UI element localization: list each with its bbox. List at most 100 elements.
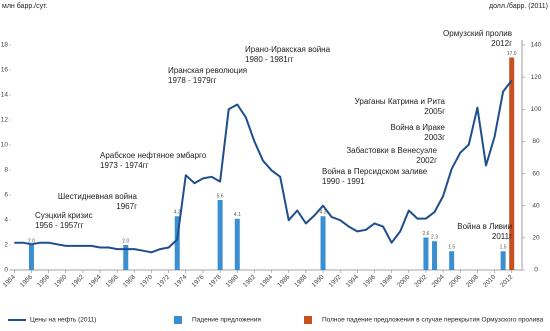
y-axis-title: млн барр./сут. xyxy=(2,2,48,10)
y-tick-label: 0 xyxy=(4,267,8,274)
legend-label: Цены на нефть (2011) xyxy=(30,317,96,324)
price-line xyxy=(14,79,513,254)
annotation: Арабское нефтяное эмбарго xyxy=(100,151,207,160)
value-label: 4.3 xyxy=(174,210,181,216)
bar xyxy=(174,216,180,270)
x-tick-label: 2012 xyxy=(499,273,514,288)
annotation: Ормузский пролив xyxy=(443,29,512,38)
y2-tick-label: 60 xyxy=(532,170,540,177)
annotation: Ураганы Катрина и Рита xyxy=(355,97,446,106)
annotation: Война в Ливии xyxy=(457,222,512,231)
legend-label: Полное падение предложения в случае пере… xyxy=(322,317,544,324)
annotation: Ирано-Иракская война xyxy=(245,45,331,54)
value-label: 2.0 xyxy=(28,238,35,244)
y-tick-label: 10 xyxy=(1,142,9,149)
annotation: Шестидневная война xyxy=(58,192,138,201)
bar xyxy=(320,216,326,270)
x-tick-label: 1984 xyxy=(259,273,274,288)
x-tick-label: 1974 xyxy=(173,273,188,288)
value-label: 2.0 xyxy=(122,238,129,244)
x-tick-label: 2002 xyxy=(413,273,428,288)
annotation: 2011г xyxy=(492,232,512,241)
x-tick-label: 1962 xyxy=(70,273,85,288)
bar xyxy=(509,57,515,270)
value-label: 5.6 xyxy=(217,193,224,199)
annotation: Суэцкий кризис xyxy=(35,211,93,220)
x-tick-label: 2010 xyxy=(482,273,497,288)
x-tick-label: 1968 xyxy=(122,273,137,288)
x-tick-label: 2008 xyxy=(465,273,480,288)
bar xyxy=(234,218,240,270)
x-tick-label: 1954 xyxy=(2,273,17,288)
annotation: 2003г xyxy=(424,133,445,142)
value-label: 1.5 xyxy=(500,245,507,251)
annotation: 2005г xyxy=(424,107,445,116)
annotation: 1990 - 1991 xyxy=(322,177,365,186)
bar xyxy=(449,251,455,270)
y-tick-label: 8 xyxy=(4,167,8,174)
y-tick-label: 4 xyxy=(4,217,8,224)
value-label: 2.3 xyxy=(431,235,438,241)
legend-label: Падение предложения xyxy=(192,317,261,324)
bar xyxy=(28,245,34,270)
x-tick-label: 2006 xyxy=(448,273,463,288)
y2-tick-label: 20 xyxy=(532,235,540,242)
x-tick-label: 1956 xyxy=(19,273,34,288)
value-label: 2.6 xyxy=(422,231,429,237)
x-tick-label: 1982 xyxy=(242,273,257,288)
bar xyxy=(500,251,506,270)
x-tick-label: 1972 xyxy=(156,273,171,288)
bar xyxy=(123,245,129,270)
annotation: 2012г xyxy=(491,39,512,48)
y2-axis-title: долл./барр. (2011) xyxy=(489,2,548,10)
y-tick-label: 14 xyxy=(1,92,9,99)
annotation: Война в Персидском заливе xyxy=(322,167,428,176)
value-label: 4.3 xyxy=(320,210,327,216)
x-tick-label: 1960 xyxy=(53,273,68,288)
x-tick-label: 1966 xyxy=(105,273,120,288)
x-tick-label: 1970 xyxy=(139,273,154,288)
value-label: 4.1 xyxy=(234,212,241,218)
bar xyxy=(217,200,223,270)
legend-swatch xyxy=(304,316,312,324)
x-tick-label: 1994 xyxy=(345,273,360,288)
y2-tick-label: 140 xyxy=(531,42,542,49)
y-tick-label: 18 xyxy=(1,42,9,49)
value-label: 17.0 xyxy=(507,51,517,57)
y2-tick-label: 0 xyxy=(534,267,538,274)
y2-tick-label: 120 xyxy=(531,74,542,81)
annotation: 1967г xyxy=(116,202,137,211)
x-tick-label: 1958 xyxy=(36,273,51,288)
x-tick-label: 1992 xyxy=(328,273,343,288)
value-label: 1.5 xyxy=(448,245,455,251)
annotation: 1956 - 1957гг xyxy=(35,221,84,230)
annotation: Забастовки в Венесуэле xyxy=(346,146,437,155)
x-tick-label: 1986 xyxy=(276,273,291,288)
x-tick-label: 2000 xyxy=(396,273,411,288)
y2-tick-label: 100 xyxy=(531,106,542,113)
bar xyxy=(423,237,429,270)
x-tick-label: 1976 xyxy=(190,273,205,288)
annotation: 2002г xyxy=(416,156,437,165)
x-tick-label: 1990 xyxy=(310,273,325,288)
x-tick-label: 1964 xyxy=(87,273,102,288)
x-tick-label: 1988 xyxy=(293,273,308,288)
x-tick-label: 1980 xyxy=(225,273,240,288)
y2-tick-label: 80 xyxy=(532,138,540,145)
x-tick-label: 1996 xyxy=(362,273,377,288)
y2-tick-label: 40 xyxy=(532,202,540,209)
legend-swatch xyxy=(174,316,182,324)
y-tick-label: 16 xyxy=(1,67,9,74)
y-tick-label: 6 xyxy=(4,192,8,199)
annotation: 1978 - 1979гг xyxy=(168,76,217,85)
annotation: Война в Ираке xyxy=(390,123,445,132)
annotation: 1973 - 1974гг xyxy=(100,161,149,170)
x-tick-label: 1978 xyxy=(208,273,223,288)
annotation: 1980 - 1981гг xyxy=(245,55,294,64)
y-tick-label: 12 xyxy=(1,117,9,124)
annotation: Иранская революция xyxy=(168,66,247,75)
x-tick-label: 2004 xyxy=(431,273,446,288)
x-tick-label: 1998 xyxy=(379,273,394,288)
bar xyxy=(432,241,438,270)
